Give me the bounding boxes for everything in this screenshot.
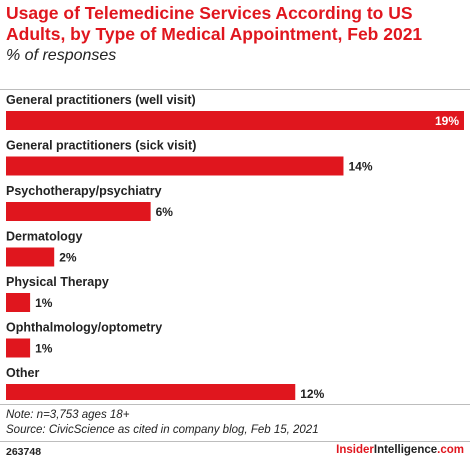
value-label: 2%	[59, 251, 77, 265]
footer-divider	[0, 441, 470, 442]
bar	[6, 293, 31, 312]
category-label: Dermatology	[6, 230, 82, 244]
category-label: Psychotherapy/psychiatry	[6, 184, 162, 198]
chart-id: 263748	[6, 446, 42, 458]
value-label: 1%	[35, 296, 53, 310]
top-divider	[0, 89, 470, 90]
value-label: 1%	[35, 342, 53, 356]
value-label: 19%	[435, 114, 459, 128]
chart-source: Source: CivicScience as cited in company…	[6, 424, 319, 436]
category-label: General practitioners (well visit)	[6, 93, 196, 107]
category-label: Physical Therapy	[6, 275, 109, 289]
bar	[6, 111, 464, 130]
bar	[6, 202, 151, 221]
brand-part2: Intelligence	[373, 444, 438, 456]
chart-title: Usage of Telemedicine Services According…	[6, 3, 423, 44]
brand-logo: InsiderIntelligence.com	[336, 444, 464, 456]
bar	[6, 156, 344, 176]
category-label: General practitioners (sick visit)	[6, 139, 196, 153]
brand-part3: .com	[437, 444, 464, 456]
bar-chart: General practitioners (well visit) 19% Gen…	[6, 93, 464, 400]
value-label: 6%	[156, 205, 174, 219]
chart-subtitle: % of responses	[6, 47, 117, 64]
bar	[6, 247, 55, 267]
value-label: 14%	[348, 160, 372, 174]
bottom-divider	[0, 404, 470, 405]
category-label: Other	[6, 366, 39, 380]
brand-part1: Insider	[336, 444, 374, 456]
category-label: Ophthalmology/optometry	[6, 321, 162, 335]
chart-note: Note: n=3,753 ages 18+	[6, 409, 130, 421]
value-label: 12%	[300, 387, 324, 400]
bar	[6, 338, 31, 358]
bar	[6, 384, 296, 400]
